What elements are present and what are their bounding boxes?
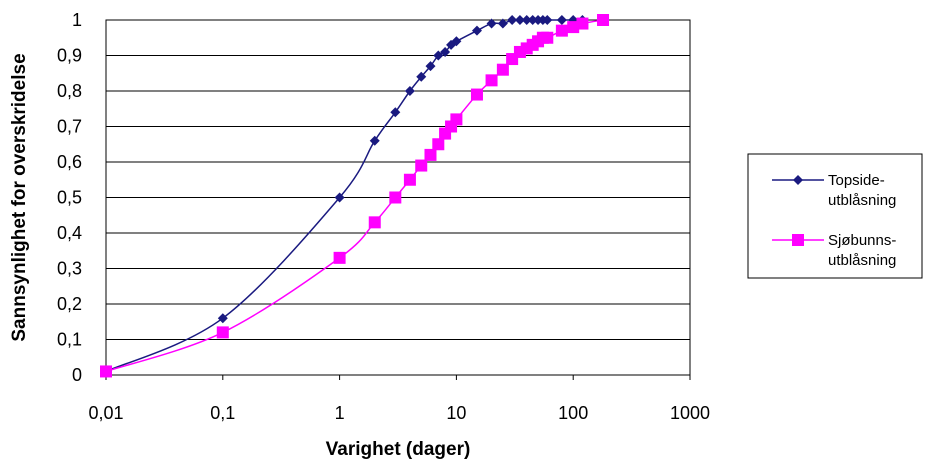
data-point [415,159,428,172]
data-point [424,148,437,161]
legend-label: utblåsning [828,252,896,269]
data-point [541,31,554,44]
legend-label: Topside- [828,172,885,189]
data-point [404,86,415,96]
data-point [470,88,483,101]
data-point [217,313,228,324]
y-axis: 0 0,1 0,2 0,3 0,4 0,5 0,6 0,7 0,8 0,9 1 [57,10,82,385]
legend-item: Topside-utblåsning [772,172,896,209]
y-tick-label: 0,1 [57,330,82,350]
series-layer [100,14,610,378]
x-tick-label: 1 [335,403,345,423]
legend-marker [792,234,804,246]
data-point [542,15,553,25]
y-axis-title: Sannsynlighet for overskridelse [9,53,30,341]
data-point [521,15,532,25]
legend-item: Sjøbunns-utblåsning [772,232,896,269]
y-tick-label: 0,8 [57,81,82,101]
data-point [486,18,497,29]
y-tick-label: 0,5 [57,188,82,208]
data-point [333,251,346,264]
legend-box [747,153,923,279]
legend-label: Sjøbunns- [828,232,896,249]
data-point [389,191,402,204]
data-point [433,50,444,61]
y-tick-label: 0,3 [57,259,82,279]
series-line [105,19,604,373]
data-point [485,74,498,87]
y-tick-label: 0,4 [57,223,82,243]
data-point [440,46,451,57]
series-line [105,18,583,373]
data-point [368,216,381,229]
data-point [507,15,518,25]
data-point [450,113,463,126]
x-tick-label: 1000 [670,403,710,423]
data-point [597,14,610,26]
y-tick-label: 0,7 [57,117,82,137]
data-point [334,192,345,203]
x-tick-label: 0,01 [88,403,123,423]
data-point [514,15,525,25]
data-point [369,135,380,146]
data-point [527,15,538,25]
y-tick-label: 1 [72,10,82,30]
data-point [555,24,568,37]
y-tick-label: 0,9 [57,46,82,66]
data-point [576,17,589,30]
data-point [496,63,509,76]
x-tick-label: 10 [446,403,466,423]
x-tick-label: 0,1 [210,403,235,423]
data-point [100,365,112,378]
data-point [216,326,229,339]
data-point [451,36,462,47]
data-point [556,15,567,25]
data-point [416,71,427,82]
x-axis: 0,01 0,1 1 10 100 1000 [88,375,710,423]
data-point [403,173,416,186]
legend-label: utblåsning [828,192,896,209]
legend-marker [793,175,803,185]
data-point [471,25,482,36]
x-tick-label: 100 [558,403,588,423]
y-tick-label: 0,2 [57,294,82,314]
plot-area-frame [105,19,691,376]
data-point [425,61,436,72]
x-axis-title: Varighet (dager) [326,439,471,460]
y-tick-label: 0 [72,365,82,385]
data-point [567,21,580,34]
data-point [390,107,401,118]
y-tick-label: 0,6 [57,152,82,172]
series-0 [101,15,588,377]
series-1 [100,14,610,378]
data-point [432,138,445,151]
data-point [497,18,508,29]
